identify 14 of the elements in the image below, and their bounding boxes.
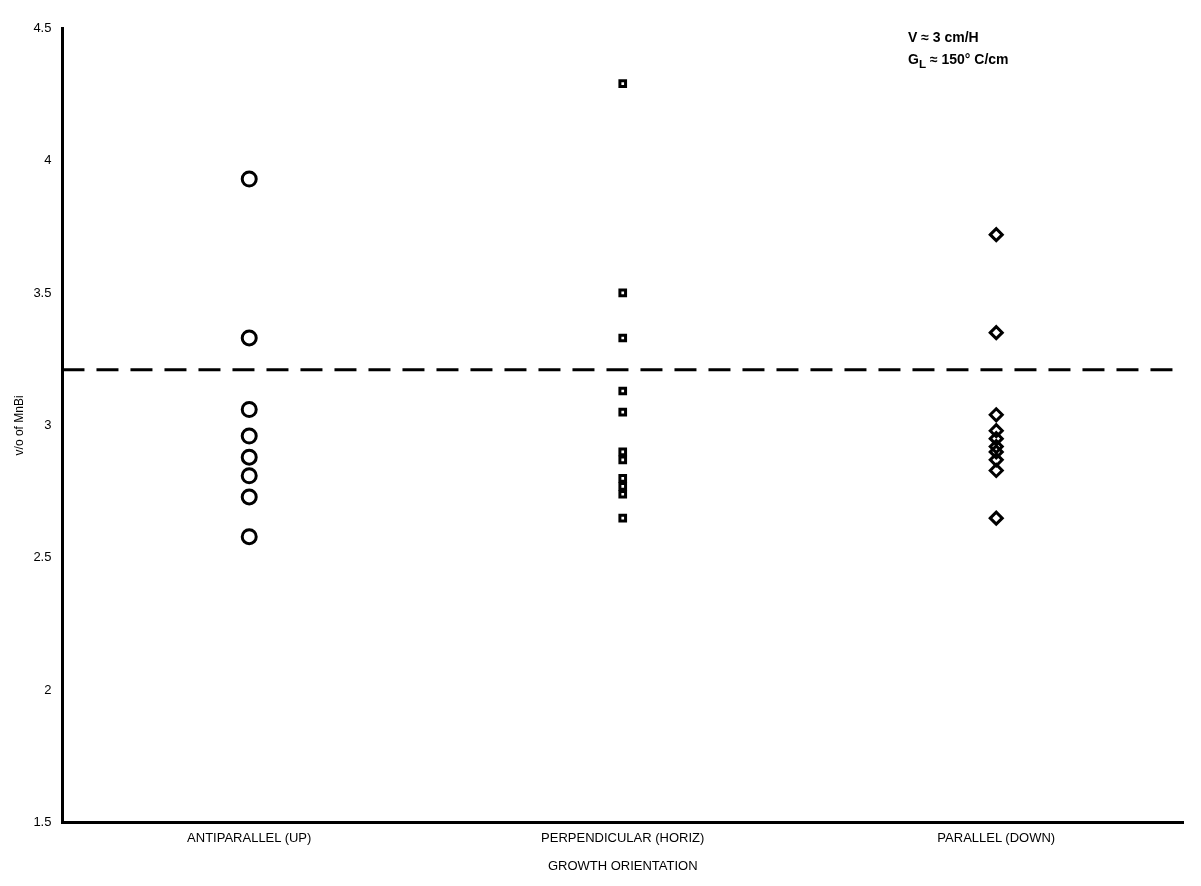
- x-tick-label: ANTIPARALLEL (UP): [187, 830, 312, 846]
- y-axis-title: v/o of MnBi: [11, 395, 26, 456]
- y-tick-label: 3: [44, 416, 52, 432]
- y-tick-label: 2.5: [33, 549, 52, 565]
- x-tick-label: PARALLEL (DOWN): [937, 830, 1056, 846]
- y-tick-label: 2: [44, 681, 52, 697]
- y-tick-label: 4.5: [33, 19, 52, 35]
- y-tick-label: 3.5: [33, 284, 52, 300]
- y-tick-label: 1.5: [33, 814, 52, 830]
- x-tick-label: PERPENDICULAR (HORIZ): [541, 830, 705, 846]
- annotation: G$_{L}$ ≈ 150° C/cm: [908, 50, 1009, 72]
- annotation: V ≈ 3 cm/H: [908, 28, 980, 47]
- x-axis-title: GROWTH ORIENTATION: [547, 857, 698, 873]
- y-tick-label: 4: [44, 152, 52, 168]
